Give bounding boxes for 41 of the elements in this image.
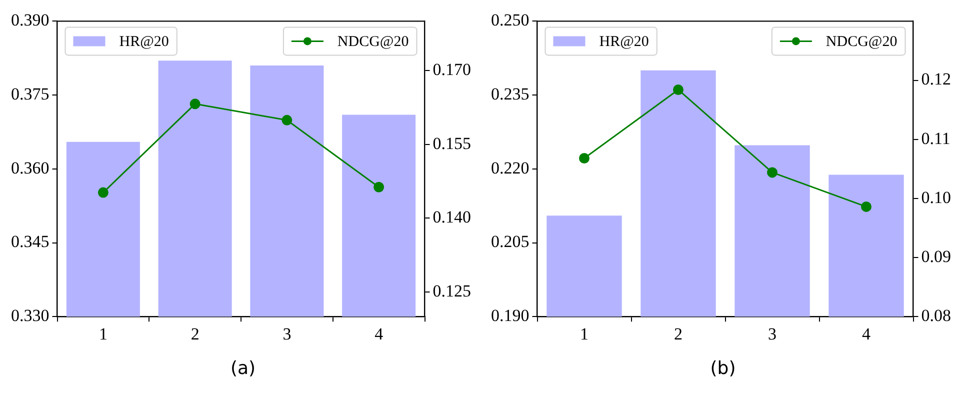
y2-tick-label: 0.10 (921, 188, 951, 207)
x-tick-label: 3 (768, 324, 776, 344)
legend-label: NDCG@20 (337, 34, 409, 50)
legend-label: NDCG@20 (826, 34, 898, 50)
x-tick-label: 2 (674, 324, 682, 344)
point (374, 182, 384, 192)
point (190, 98, 200, 110)
x-tick-label: 4 (374, 324, 384, 344)
point (767, 167, 778, 178)
x-tick-label: 2 (190, 324, 200, 344)
y2-tick-label: 0.155 (432, 134, 471, 153)
point (861, 201, 872, 212)
y2-tick-label: 0.140 (432, 208, 471, 227)
point (98, 187, 108, 198)
y-tick-label: 0.360 (11, 158, 50, 178)
y-tick-label: 0.220 (491, 158, 530, 178)
x-tick-label: 4 (862, 324, 871, 344)
text: (a) (230, 358, 256, 379)
legend-label: HR@20 (599, 34, 649, 50)
y-tick-label: 0.250 (491, 10, 530, 30)
y2-tick-label: 0.08 (921, 306, 951, 326)
y-tick-label: 0.205 (491, 232, 530, 252)
point (579, 153, 590, 164)
y2-tick-label: 0.12 (921, 70, 951, 89)
y-tick-label: 0.235 (491, 84, 530, 104)
y2-tick-label: 0.170 (432, 60, 471, 79)
y-tick-label: 0.375 (11, 84, 50, 104)
y2-tick-label: 0.11 (921, 128, 950, 148)
y2-tick-label: 0.125 (432, 281, 471, 300)
y-tick-label: 0.345 (11, 232, 50, 252)
text: (b) (710, 358, 736, 379)
y2-tick-label: 0.09 (921, 246, 951, 266)
x-tick-label: 3 (282, 324, 292, 344)
y-tick-label: 0.330 (11, 306, 50, 326)
x-tick-label: 1 (98, 324, 108, 344)
legend-label: HR@20 (119, 34, 169, 50)
y-tick-label: 0.190 (491, 306, 530, 326)
x-tick-label: 1 (580, 324, 588, 344)
point (282, 114, 292, 126)
point (673, 84, 684, 95)
y-tick-label: 0.390 (11, 10, 50, 30)
